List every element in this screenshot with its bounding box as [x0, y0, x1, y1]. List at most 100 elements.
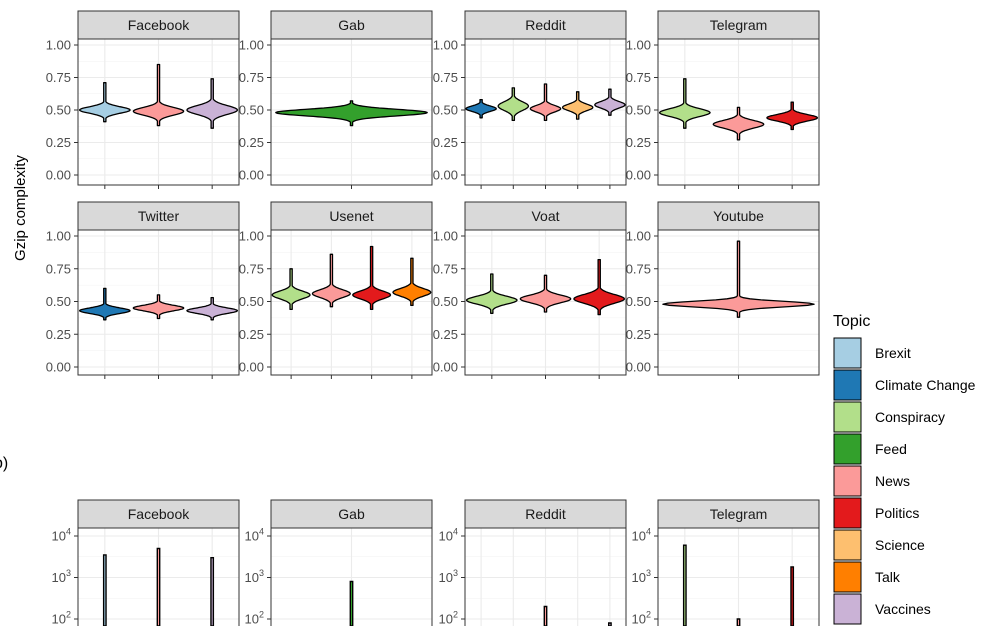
y-tick-label: 0.25: [46, 135, 71, 150]
y-tick-label: 1.00: [46, 229, 71, 244]
tick-base: 10: [245, 529, 259, 544]
tick-exponent: 4: [453, 527, 458, 537]
facet-strip: [657, 10, 820, 40]
facet-title: Telegram: [710, 506, 768, 522]
violin-vaccines: [210, 557, 215, 626]
facet-title: Gab: [338, 506, 365, 522]
y-tick-label: 0.75: [626, 261, 651, 276]
y-tick-label: 0.00: [433, 360, 458, 375]
legend-item-climate-change: Climate Change: [833, 369, 976, 401]
panel-border: [270, 527, 433, 626]
y-tick-label: 0.75: [239, 261, 264, 276]
panel-border: [464, 527, 627, 626]
tick-exponent: 3: [66, 568, 71, 578]
y-tick-label: 0.75: [46, 261, 71, 276]
facet-title: Usenet: [329, 208, 373, 224]
tick-exponent: 2: [259, 610, 264, 620]
violin-conspiracy: [658, 78, 711, 129]
legend: Topic Brexit Climate Change Conspiracy Feed…: [833, 313, 976, 625]
y-tick-label: 0.00: [433, 168, 458, 183]
violin-climate-change: [465, 98, 497, 119]
legend-item-vaccines: Vaccines: [833, 593, 931, 625]
legend-swatch: [833, 401, 862, 433]
violin-vaccines: [594, 88, 626, 116]
y-tick-label: 103: [439, 568, 458, 585]
violin-news: [519, 274, 572, 313]
y-tick-label: 0.25: [433, 327, 458, 342]
violin-conspiracy: [465, 273, 518, 314]
facet-strip: [657, 499, 820, 529]
tick-base: 10: [439, 612, 453, 626]
tick-base: 10: [439, 570, 453, 585]
y-tick-label: 1.00: [46, 38, 71, 53]
y-axis-title: Gzip complexity: [12, 155, 29, 261]
y-tick-label: 0.75: [433, 70, 458, 85]
violin-climate-change: [79, 287, 131, 321]
tick-exponent: 2: [66, 610, 71, 620]
violin-politics: [573, 258, 626, 316]
y-tick-label: 103: [52, 568, 71, 585]
legend-label: Vaccines: [875, 601, 931, 617]
y-tick-label: 102: [632, 610, 651, 626]
y-tick-label: 0.25: [626, 135, 651, 150]
violin-politics: [766, 101, 819, 131]
y-tick-label: 0.25: [239, 327, 264, 342]
legend-label: Conspiracy: [875, 409, 945, 425]
facet-title: Twitter: [138, 208, 180, 224]
violin-brexit: [102, 554, 107, 626]
violin-news: [543, 605, 548, 626]
facet-strip: [270, 499, 433, 529]
y-tick-label: 1.00: [239, 38, 264, 53]
legend-swatch: [833, 593, 862, 625]
y-tick-label: 0.00: [46, 360, 71, 375]
legend-item-talk: Talk: [833, 561, 901, 593]
violin-news: [736, 618, 741, 626]
panel-b-log-violins: Facebook104103102Gab104103102Reddit10410…: [52, 499, 820, 626]
facet-title: Voat: [531, 208, 559, 224]
legend-label: Climate Change: [875, 377, 976, 393]
y-tick-label: 0.75: [239, 70, 264, 85]
facet-strip: [77, 499, 240, 529]
y-tick-label: 104: [439, 527, 458, 544]
y-tick-label: 104: [632, 527, 651, 544]
facet-gab: Gab 0.00 0.25 0.50 0.75 1.00: [239, 10, 433, 189]
legend-item-conspiracy: Conspiracy: [833, 401, 945, 433]
tick-base: 10: [632, 570, 646, 585]
tick-exponent: 2: [453, 610, 458, 620]
tick-base: 10: [632, 529, 646, 544]
panel-a-violins: Facebook 0.00 0.25 0.50 0.75 1.00 Gab 0.00 0.25 0…: [46, 10, 820, 379]
violin-conspiracy: [497, 87, 530, 122]
facet-strip: [464, 499, 627, 529]
y-tick-label: 103: [245, 568, 264, 585]
y-tick-label: 104: [52, 527, 71, 544]
facet-title: Facebook: [128, 17, 190, 33]
y-tick-label: 0.00: [239, 168, 264, 183]
legend-label: Brexit: [875, 345, 911, 361]
violin-news: [529, 83, 562, 122]
legend-swatch: [833, 529, 862, 561]
y-tick-label: 0.75: [626, 70, 651, 85]
y-tick-label: 0.00: [239, 360, 264, 375]
tick-exponent: 4: [259, 527, 264, 537]
tick-base: 10: [245, 612, 259, 626]
y-tick-label: 0.00: [626, 168, 651, 183]
y-tick-label: 1.00: [239, 229, 264, 244]
y-tick-label: 0.50: [46, 103, 71, 118]
tick-exponent: 2: [646, 610, 651, 620]
tick-exponent: 4: [646, 527, 651, 537]
violin-conspiracy: [271, 268, 311, 311]
violin-science: [561, 91, 594, 120]
y-tick-label: 0.25: [46, 327, 71, 342]
legend-swatch: [833, 497, 862, 529]
facet-title: Gab: [338, 17, 365, 33]
y-tick-label: 0.50: [239, 294, 264, 309]
facet-facebook: Facebook 0.00 0.25 0.50 0.75 1.00: [46, 10, 240, 189]
legend-swatch: [833, 465, 862, 497]
violin-feed: [349, 580, 354, 626]
violin-news: [132, 294, 185, 320]
tick-base: 10: [52, 612, 66, 626]
legend-label: News: [875, 473, 910, 489]
y-tick-label: 0.75: [46, 70, 71, 85]
violin-news: [156, 547, 161, 626]
